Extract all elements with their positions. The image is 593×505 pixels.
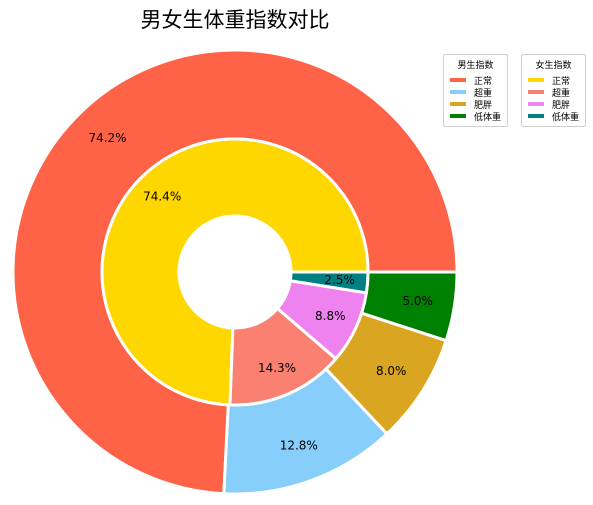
female-slice-4 (288, 270, 370, 295)
female-slice-label-4: 2.5% (324, 273, 355, 287)
legend-swatch (450, 90, 466, 94)
male-slice-label-2: 12.8% (280, 439, 318, 453)
legend-female-title: 女生指数 (535, 61, 572, 71)
legend-male-item-normal: 正常 (450, 74, 501, 87)
legend-female-item-normal: 正常 (528, 74, 579, 87)
legend-swatch (450, 78, 466, 82)
legend-label: 肥胖 (474, 100, 493, 111)
legend-label: 正常 (474, 76, 493, 87)
legend-label: 低体重 (474, 112, 502, 123)
legend-swatch (528, 114, 544, 118)
legend-male-item-overweight: 超重 (450, 86, 501, 99)
legend-swatch (528, 90, 544, 94)
female-slice-1 (100, 137, 370, 407)
legend-female-item-overweight: 超重 (528, 86, 579, 99)
male-slice-label-4: 5.0% (402, 294, 433, 308)
legend-male-title: 男生指数 (457, 61, 494, 71)
legend-swatch (450, 102, 466, 106)
female-slice-label-1: 74.4% (143, 189, 181, 203)
legend-male-item-obese: 肥胖 (450, 98, 501, 111)
legend-male-item-underweight: 低体重 (450, 110, 502, 123)
legend-swatch (528, 78, 544, 82)
legend-swatch (528, 102, 544, 106)
legend-label: 低体重 (552, 112, 580, 123)
male-slice-label-3: 8.0% (376, 364, 407, 378)
female-slice-label-2: 14.3% (258, 361, 296, 375)
female-slice-label-3: 8.8% (315, 309, 346, 323)
legend-label: 超重 (552, 88, 571, 99)
legend-female: 女生指数 正常 超重 肥胖 低体重 (521, 54, 587, 127)
legend-label: 正常 (552, 76, 571, 87)
legend-female-item-obese: 肥胖 (528, 98, 579, 111)
male-slice-label-1: 74.2% (88, 131, 126, 145)
chart-title: 男女生体重指数对比 (140, 8, 330, 32)
legend-female-item-underweight: 低体重 (528, 110, 580, 123)
legend-male: 男生指数 正常 超重 肥胖 低体重 (443, 54, 509, 127)
legend-label: 肥胖 (552, 100, 571, 111)
legend-label: 超重 (474, 88, 493, 99)
legend-swatch (450, 114, 466, 118)
